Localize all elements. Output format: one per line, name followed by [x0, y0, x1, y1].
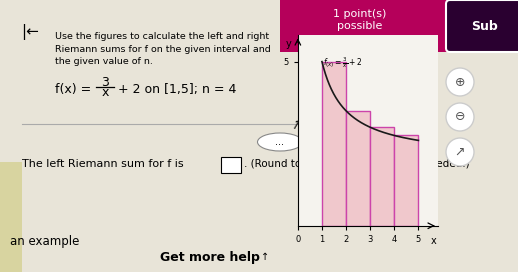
Text: $f_{(x)}=\frac{3}{x}+2$: $f_{(x)}=\frac{3}{x}+2$ [323, 55, 363, 70]
Circle shape [446, 138, 474, 166]
Text: f(x) =: f(x) = [55, 82, 95, 95]
Text: + 2 on [1,5]; n = 4: + 2 on [1,5]; n = 4 [118, 82, 236, 95]
Text: ⊖: ⊖ [455, 110, 465, 123]
Circle shape [446, 68, 474, 96]
Bar [0, 162, 22, 272]
Text: 3: 3 [101, 76, 109, 88]
FancyBboxPatch shape [221, 157, 241, 173]
Bar [346, 111, 370, 226]
Text: x: x [431, 236, 437, 246]
Text: The left Riemann sum for f is: The left Riemann sum for f is [22, 159, 183, 169]
Bar [370, 127, 394, 226]
FancyBboxPatch shape [446, 0, 518, 52]
Bar [280, 0, 518, 52]
Ellipse shape [257, 133, 303, 151]
Text: x: x [102, 86, 109, 100]
Text: Sub: Sub [471, 20, 497, 32]
Text: ...: ... [276, 137, 284, 147]
Text: an example: an example [10, 236, 79, 249]
Text: Use the figures to calculate the left and right
Riemann sums for f on the given : Use the figures to calculate the left an… [55, 32, 271, 66]
Bar [394, 135, 419, 226]
Text: possible: possible [337, 21, 383, 31]
Text: . (Round to two decimal places as needed.): . (Round to two decimal places as needed… [244, 159, 470, 169]
Circle shape [446, 103, 474, 131]
Text: |←: |← [21, 24, 39, 40]
Bar [322, 62, 346, 226]
Text: ⊕: ⊕ [455, 76, 465, 88]
Text: ↑: ↑ [261, 252, 269, 262]
Text: ↗: ↗ [455, 146, 465, 159]
Text: 1 point(s): 1 point(s) [333, 9, 387, 19]
Text: Get more help: Get more help [160, 251, 260, 264]
Text: y: y [285, 39, 291, 49]
Text: ↑: ↑ [287, 119, 303, 135]
